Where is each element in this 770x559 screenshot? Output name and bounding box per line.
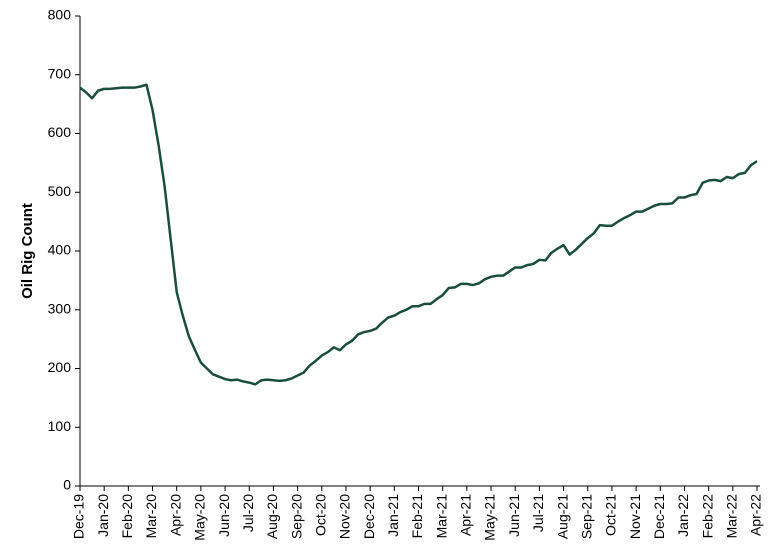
x-tick-label: Oct-21 xyxy=(603,494,619,536)
x-tick-label: Jul-21 xyxy=(530,494,546,532)
x-tick-label: Nov-21 xyxy=(627,494,643,539)
y-tick-label: 700 xyxy=(48,65,72,81)
x-tick-label: Sep-20 xyxy=(288,494,304,539)
x-tick-label: Dec-19 xyxy=(71,494,87,539)
y-tick-label: 800 xyxy=(48,7,72,23)
x-tick-label: Nov-20 xyxy=(337,494,353,539)
x-tick-label: Oct-20 xyxy=(312,494,328,536)
x-tick-label: Aug-21 xyxy=(554,494,570,539)
x-tick-label: Apr-21 xyxy=(458,494,474,536)
x-tick-label: Mar-20 xyxy=(143,494,159,539)
y-tick-label: 600 xyxy=(48,124,72,140)
x-tick-label: May-21 xyxy=(482,494,498,541)
x-tick-label: May-20 xyxy=(192,494,208,541)
x-tick-label: Mar-22 xyxy=(724,494,740,539)
x-tick-label: Jan-21 xyxy=(385,494,401,537)
x-tick-label: Feb-20 xyxy=(119,494,135,539)
x-tick-label: Feb-22 xyxy=(699,494,715,539)
x-tick-label: Jun-20 xyxy=(216,494,232,537)
x-tick-label: Aug-20 xyxy=(264,494,280,539)
x-tick-label: Mar-21 xyxy=(433,494,449,539)
x-tick-label: Apr-20 xyxy=(167,494,183,536)
y-tick-label: 400 xyxy=(48,242,72,258)
x-tick-label: Jan-22 xyxy=(675,494,691,537)
x-tick-label: Apr-22 xyxy=(748,494,764,536)
y-tick-label: 500 xyxy=(48,183,72,199)
y-tick-label: 200 xyxy=(48,359,72,375)
y-tick-label: 0 xyxy=(63,477,71,493)
y-tick-label: 100 xyxy=(48,418,72,434)
x-tick-label: Feb-21 xyxy=(409,494,425,539)
y-tick-label: 300 xyxy=(48,300,72,316)
x-tick-label: Sep-21 xyxy=(578,494,594,539)
x-tick-label: Dec-21 xyxy=(651,494,667,539)
x-tick-label: Jan-20 xyxy=(95,494,111,537)
y-axis-label: Oil Rig Count xyxy=(19,203,36,299)
x-tick-label: Jun-21 xyxy=(506,494,522,537)
x-tick-label: Jul-20 xyxy=(240,494,256,532)
line xyxy=(79,83,758,386)
x-tick-label: Dec-20 xyxy=(361,494,377,539)
